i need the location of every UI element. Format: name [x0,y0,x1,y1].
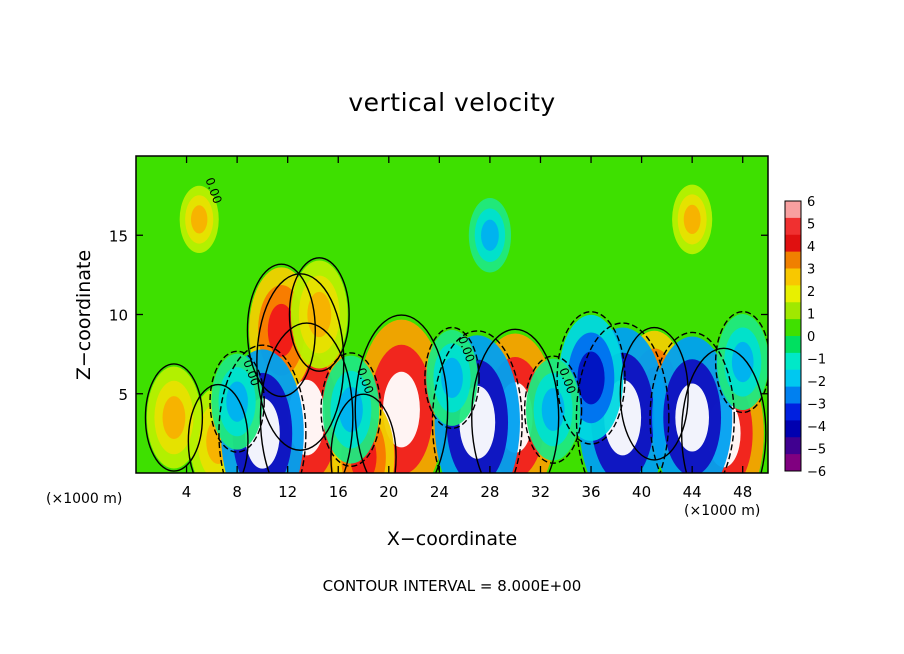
contour-line-4 [354,314,449,473]
colorbar-tick-label-4: 2 [807,285,815,300]
x-tick-label-3: 16 [329,483,348,501]
field-cell-14-level-2 [577,351,605,405]
colorbar-swatch-4 [785,268,801,286]
x-tick-label-1: 8 [232,483,242,501]
colorbar-swatch-11 [785,386,801,404]
x-axis-label: X−coordinate [386,528,518,550]
colorbar-swatch-14 [785,437,801,455]
contour-line-12 [431,330,523,473]
colorbar-swatch-9 [785,352,801,371]
colorbar-swatch-3 [785,251,801,269]
contour-line-10 [619,326,689,461]
contour-line-14 [556,311,626,445]
field-cell-16-level-2 [338,386,363,433]
x-unit-label-left: (×1000 m) [46,491,123,507]
x-tick-group: 4 8 12 16 20 24 28 32 36 40 44 48 [182,156,752,501]
y-tick-label-1: 10 [109,307,128,325]
colorbar-swatch-6 [785,302,801,320]
colorbar-tick-label-3: 3 [807,263,815,278]
colorbar-tick-label-7: −1 [807,353,826,368]
field-cell-15-level-2 [675,383,710,452]
colorbar-swatch-15 [785,454,801,472]
colorbar-tick-label-9: −3 [807,398,826,413]
x-tick-label-9: 40 [632,483,651,501]
contour-line-2 [246,263,316,398]
colorbar-swatch-8 [785,336,801,354]
contour-line-19 [523,355,583,464]
field-cell-23-level-2 [190,205,208,234]
colorbar-tick-label-1: 5 [807,218,815,233]
contour-interval-note: CONTOUR INTERVAL = 8.000E+00 [322,577,582,595]
contour-line-16 [320,352,382,467]
colorbar-tick-label-5: 1 [807,308,815,323]
contour-line-15 [649,331,735,473]
y-tick-group: 5 10 15 [109,227,768,404]
x-tick-label-6: 28 [480,483,499,501]
x-tick-label-7: 32 [531,483,550,501]
x-tick-label-4: 20 [379,483,398,501]
y-tick-label-2: 15 [109,227,128,245]
colorbar-swatch-5 [785,285,801,303]
colorbar-swatch-10 [785,369,801,388]
contour-line-1 [259,322,354,473]
x-unit-label-right: (×1000 m) [684,503,761,519]
field-cell-3-level-2 [307,291,332,338]
x-tick-label-11: 48 [733,483,752,501]
x-tick-label-10: 44 [683,483,702,501]
colorbar-tick-label-11: −5 [807,443,826,458]
colorbar: 6 5 4 3 2 1 0 −1 −2 −3 −4 −5 −6 [784,195,826,480]
colorbar-swatch-2 [785,234,801,253]
contour-line-7 [187,383,249,473]
colorbar-swatch-1 [785,217,801,236]
colorbar-tick-label-6: 0 [807,330,815,345]
colorbar-tick-label-10: −4 [807,420,826,435]
x-tick-label-8: 36 [581,483,600,501]
contour-line-5 [471,328,560,473]
chart-title: vertical velocity [348,88,556,117]
field-cell-22-level-2 [683,204,701,235]
velocity-field [136,156,768,473]
colorbar-swatch-7 [785,319,801,337]
field-cell-2-level-2 [267,303,295,357]
contour-line-17 [424,326,480,430]
contour-line-9 [330,393,397,473]
contour-line-8 [144,363,204,472]
contour-line-18 [209,350,265,453]
colorbar-tick-label-0: 6 [807,195,815,210]
colorbar-tick-label-12: −6 [807,465,826,480]
x-tick-label-5: 24 [430,483,449,501]
colorbar-tick-label-8: −2 [807,375,826,390]
field-cell-20-level-2 [731,341,754,383]
colorbar-tick-label-2: 4 [807,240,815,255]
colorbar-swatch-13 [785,420,801,438]
contour-line-13 [575,322,670,473]
zero-contours [144,257,768,473]
field-cell-8-level-2 [162,396,186,439]
contour-line-3 [288,257,350,372]
colorbar-swatch-12 [785,403,801,421]
contour-line-11 [218,344,307,473]
colorbar-frame [784,200,802,472]
x-tick-label-0: 4 [182,483,192,501]
colorbar-swatch-0 [785,201,801,219]
field-cell-21-level-2 [481,219,499,251]
x-tick-label-2: 12 [278,483,297,501]
y-tick-label-0: 5 [118,386,128,404]
